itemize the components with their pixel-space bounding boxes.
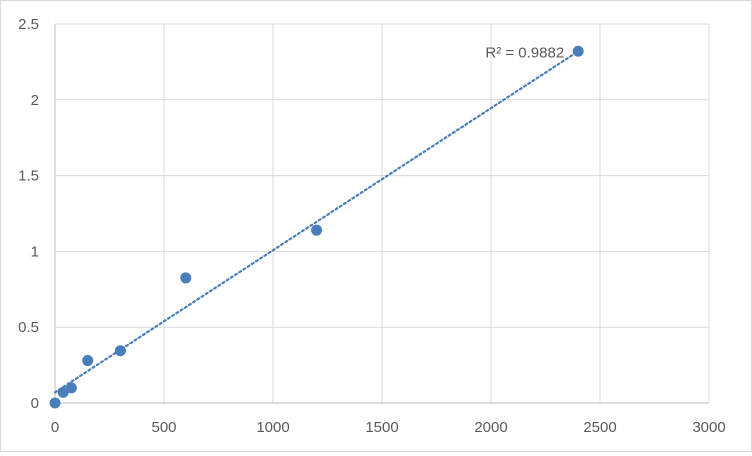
label-layer: 0 500 1000 1500 2000 2500 3000 0 0.5 1 1.5 2 2.5 R² =… [18,16,726,436]
data-point [114,345,126,357]
point-layer [49,45,584,409]
data-point [180,272,192,284]
data-point [82,355,94,367]
linear-trendline [53,50,580,394]
y-tick-label: 2 [31,92,39,109]
y-tick-label: 0.5 [18,319,39,336]
data-point [65,382,77,394]
y-tick-label: 2.5 [18,16,39,33]
x-tick-label: 2000 [474,419,507,436]
grid-layer [55,23,710,403]
data-point [311,224,323,236]
y-tick-label: 1 [31,243,39,260]
data-point [57,386,69,398]
y-tick-label: 1.5 [18,168,39,185]
trendline-layer [53,50,580,394]
x-tick-label: 1000 [256,419,289,436]
x-tick-label: 0 [51,419,59,436]
x-tick-label: 1500 [365,419,398,436]
x-tick-label: 3000 [692,419,725,436]
x-tick-label: 500 [151,419,176,436]
axis-layer [54,24,709,404]
data-point [49,397,61,409]
data-point [572,45,584,57]
x-tick-label: 2500 [583,419,616,436]
r-squared-annotation: R² = 0.9882 [485,44,564,61]
y-tick-label: 0 [31,395,39,412]
